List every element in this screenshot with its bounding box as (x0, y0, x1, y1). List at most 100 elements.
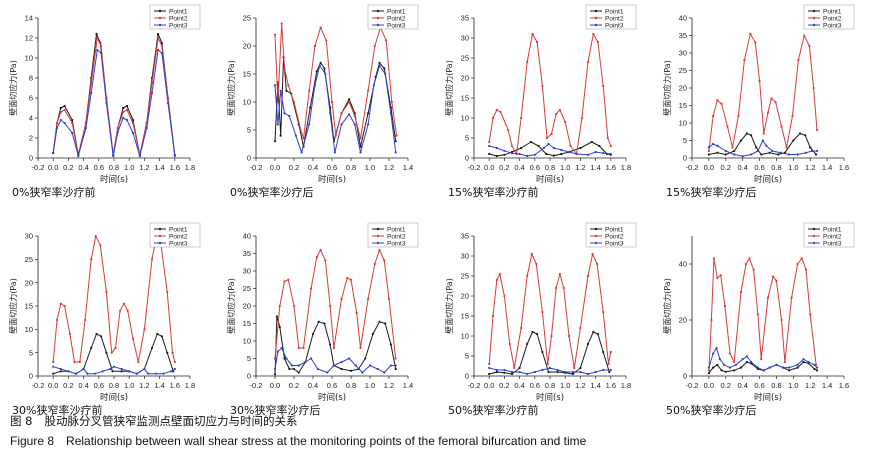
x-tick-label: 0.0 (484, 163, 494, 172)
data-point-point1 (796, 366, 799, 369)
data-point-point1 (716, 363, 719, 366)
legend-marker (158, 234, 162, 238)
data-point-point3 (602, 152, 605, 155)
data-point-point3 (802, 358, 805, 361)
data-point-point2 (55, 121, 59, 125)
x-tick-label: 0.8 (346, 381, 356, 390)
data-point-point2 (488, 140, 491, 144)
data-point-point2 (394, 357, 397, 360)
data-point-point3 (55, 126, 59, 130)
data-point-point1 (815, 153, 818, 156)
data-point-point2 (720, 102, 723, 105)
data-point-point3 (707, 366, 710, 369)
y-axis-label: 壁面切应力(Pa) (226, 278, 236, 334)
data-point-point2 (766, 111, 770, 114)
y-tick-label: 5 (465, 134, 469, 143)
data-point-point2 (607, 362, 610, 366)
data-point-point3 (733, 153, 736, 156)
data-point-point2 (383, 259, 386, 262)
y-tick-label: 0 (465, 372, 469, 381)
data-point-point3 (745, 355, 748, 358)
legend-marker (158, 227, 162, 231)
x-tick-label: 0.2 (289, 381, 299, 390)
data-point-point2 (554, 112, 558, 116)
y-tick-label: 0 (247, 154, 251, 163)
legend-marker (812, 16, 816, 20)
x-tick-label: 0.4 (737, 381, 747, 390)
data-point-point1 (340, 367, 343, 371)
x-tick-label: 0.0 (704, 381, 714, 390)
data-point-point2 (387, 297, 391, 301)
legend-label: Point1 (823, 226, 842, 233)
data-point-point2 (743, 58, 746, 62)
y-tick-label: 5 (465, 352, 469, 361)
data-point-point3 (609, 368, 612, 372)
data-point-point3 (84, 126, 87, 130)
x-tick-label: 0.8 (771, 163, 781, 172)
data-point-point1 (745, 132, 748, 135)
data-point-point2 (122, 302, 125, 305)
data-point-point3 (324, 72, 327, 76)
data-point-point1 (537, 144, 540, 148)
data-point-point3 (143, 367, 146, 371)
panel-label: 30%狭窄率沙疗前 (12, 404, 103, 417)
data-point-point3 (300, 151, 303, 154)
data-point-point1 (111, 370, 114, 373)
caption-zh: 图 8 股动脉分叉管狭窄监测点壁面切应力与时间的关系 (10, 413, 309, 429)
data-point-point3 (122, 116, 125, 120)
data-point-point3 (308, 123, 311, 126)
data-point-point2 (390, 100, 393, 104)
legend-label: Point3 (387, 240, 406, 247)
data-point-point2 (541, 310, 544, 314)
x-tick-label: 1.0 (560, 163, 570, 172)
data-point-point2 (558, 108, 561, 112)
data-point-point3 (276, 350, 279, 353)
y-tick-label: 30 (25, 232, 33, 241)
data-point-point1 (724, 153, 727, 156)
data-point-point3 (154, 372, 157, 375)
data-point-point3 (724, 149, 727, 153)
data-point-point3 (273, 367, 277, 371)
data-point-point1 (608, 370, 611, 374)
x-tick-label: 1.4 (590, 381, 600, 390)
data-point-point2 (367, 297, 370, 301)
x-tick-label: 0.4 (514, 381, 524, 390)
data-point-point1 (510, 372, 514, 376)
data-point-point1 (349, 369, 353, 372)
data-point-point2 (758, 79, 761, 83)
x-tick-label: 0.4 (78, 381, 88, 390)
x-tick-label: 0.0 (48, 163, 58, 172)
data-point-point2 (94, 234, 97, 238)
data-point-point3 (602, 368, 605, 372)
data-point-point1 (317, 320, 320, 323)
series-line-point2 (274, 23, 398, 139)
data-point-point2 (712, 257, 716, 260)
data-point-point2 (775, 279, 778, 282)
data-point-point3 (353, 123, 356, 126)
data-point-point2 (766, 296, 770, 299)
y-tick-label: 30 (679, 49, 687, 58)
caption-en: Figure 8 Relationship between wall shear … (10, 434, 598, 448)
data-point-point2 (531, 32, 534, 36)
data-point-point2 (283, 280, 286, 283)
legend-label: Point3 (605, 22, 624, 29)
x-tick-label: -0.2 (250, 163, 263, 172)
data-point-point2 (355, 311, 358, 315)
y-axis-label: 壁面切应力(Pa) (662, 278, 672, 334)
data-point-point2 (780, 125, 783, 128)
series-line-point1 (274, 316, 397, 375)
y-tick-label: 35 (461, 232, 469, 241)
legend-marker (594, 16, 598, 20)
data-point-point2 (126, 309, 129, 312)
data-point-point1 (602, 350, 605, 354)
data-point-point2 (803, 34, 806, 37)
legend-label: Point1 (169, 8, 188, 15)
y-tick-label: 25 (25, 255, 33, 264)
data-point-point3 (160, 51, 163, 55)
data-point-point2 (90, 81, 93, 85)
data-point-point2 (780, 318, 783, 322)
legend-box (803, 222, 855, 248)
data-point-point1 (371, 332, 374, 336)
x-tick-label: 1.4 (822, 163, 832, 172)
x-tick-label: 0.4 (514, 163, 524, 172)
